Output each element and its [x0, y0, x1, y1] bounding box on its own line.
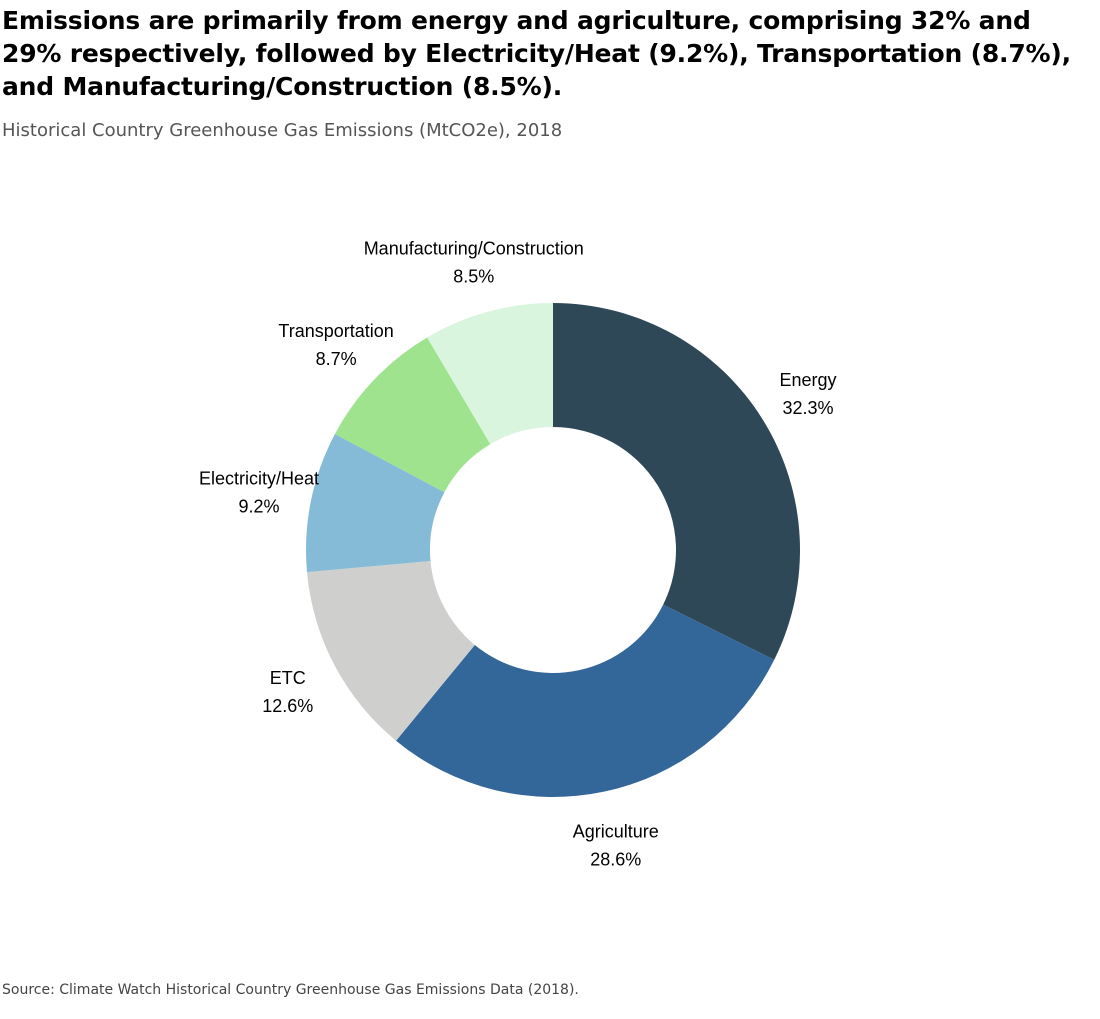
slice-label-agriculture: Agriculture 28.6%	[573, 821, 659, 869]
slice-label-electricity-heat: Electricity/Heat 9.2%	[199, 468, 319, 516]
slice-agriculture	[396, 604, 775, 798]
slice-label-energy: Energy 32.3%	[779, 370, 836, 418]
slice-name: ETC	[270, 668, 306, 688]
chart-headline: Emissions are primarily from energy and …	[2, 6, 1071, 101]
slice-label-manufacturing-construction: Manufacturing/Construction 8.5%	[364, 239, 584, 287]
slice-name: Electricity/Heat	[199, 468, 319, 488]
slice-label-etc: ETC 12.6%	[262, 668, 313, 716]
slice-percent: 28.6%	[590, 849, 641, 869]
slice-labels: Energy 32.3% Agriculture 28.6% ETC 12.6% Elect…	[199, 239, 837, 870]
slice-energy	[553, 303, 800, 660]
slice-percent: 9.2%	[238, 496, 279, 516]
slice-manufacturing-construction	[427, 303, 553, 445]
source-note: Source: Climate Watch Historical Country…	[2, 982, 579, 998]
slice-electricity-heat	[306, 433, 445, 573]
slice-name: Energy	[779, 370, 836, 390]
slice-label-transportation: Transportation 8.7%	[278, 321, 393, 369]
slice-name: Manufacturing/Construction	[364, 239, 584, 259]
slice-etc	[306, 561, 475, 741]
slice-percent: 32.3%	[782, 398, 833, 418]
slice-name: Agriculture	[573, 821, 659, 841]
chart-subtitle: Historical Country Greenhouse Gas Emissi…	[2, 120, 563, 141]
slice-transportation	[334, 337, 491, 493]
slice-percent: 8.5%	[453, 267, 494, 287]
slice-percent: 12.6%	[262, 696, 313, 716]
donut-slices	[306, 303, 800, 798]
slice-name: Transportation	[278, 321, 393, 341]
slice-percent: 8.7%	[316, 349, 357, 369]
